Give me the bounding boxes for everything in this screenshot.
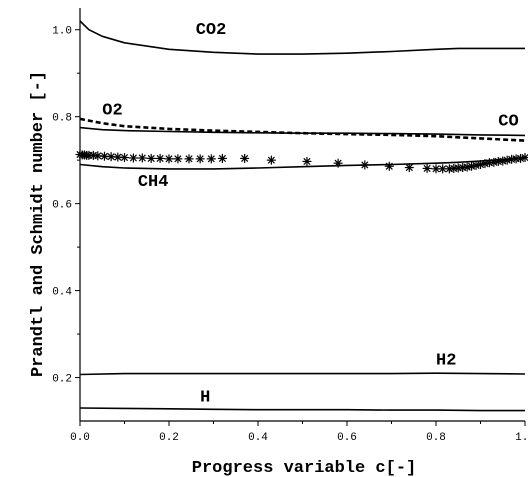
series-label-h2: H2 (436, 351, 456, 370)
star-marker (360, 160, 370, 170)
star-marker (384, 161, 394, 171)
y-tick-label: 0.8 (52, 113, 72, 125)
star-marker (404, 163, 414, 173)
x-tick-label: 0.2 (159, 432, 179, 444)
star-marker (184, 154, 194, 164)
series-label-co: CO (498, 112, 518, 131)
x-axis-label: Progress variable c[-] (192, 459, 416, 477)
star-marker (520, 153, 528, 163)
series-line-co2 (79, 20, 525, 55)
star-marker (302, 156, 312, 166)
star-marker (422, 163, 432, 173)
y-tick-label: 0.4 (52, 287, 72, 299)
y-tick-label: 1.0 (52, 26, 72, 38)
x-tick-label: 0.8 (426, 432, 446, 444)
series-label-co2: CO2 (196, 21, 227, 40)
star-marker (206, 154, 216, 164)
star-marker (217, 153, 227, 163)
star-marker (120, 153, 129, 163)
series-label-ch4: CH4 (138, 173, 169, 192)
y-tick-label: 0.2 (52, 374, 72, 386)
star-marker (93, 151, 103, 161)
y-tick-label: 0.6 (52, 200, 72, 212)
star-marker (195, 154, 205, 164)
series-line-o2 (79, 117, 526, 142)
x-tick-label: 0.4 (248, 432, 268, 444)
series-line-h (79, 407, 525, 412)
star-marker (128, 153, 138, 163)
x-tick-label: 0.6 (337, 432, 357, 444)
series-labels: CO2 O2 CO CH4 H2 H (102, 21, 518, 407)
star-marker (155, 153, 165, 163)
x-tick-label: 1.0 (515, 432, 528, 444)
series-label-o2: O2 (102, 102, 122, 121)
star-marker (266, 155, 276, 165)
x-tick-label: 0.0 (70, 432, 90, 444)
series-label-h: H (200, 388, 210, 407)
star-marker (333, 158, 343, 168)
series-star-markers (75, 150, 528, 174)
star-marker (146, 153, 156, 163)
series-line-ch4 (79, 157, 526, 170)
series-line-h2 (79, 372, 526, 376)
star-marker (164, 154, 174, 164)
axes: 0.0 0.2 0.4 0.6 0.8 1.0 0.2 0.4 0.6 0.8 1.0 (52, 8, 528, 444)
star-marker (173, 154, 183, 164)
series-layer (75, 20, 528, 412)
star-marker (137, 153, 147, 163)
y-axis-label: Prandtl and Schmidt number [-] (29, 71, 48, 377)
series-line-co (79, 126, 526, 137)
star-marker (240, 153, 250, 163)
